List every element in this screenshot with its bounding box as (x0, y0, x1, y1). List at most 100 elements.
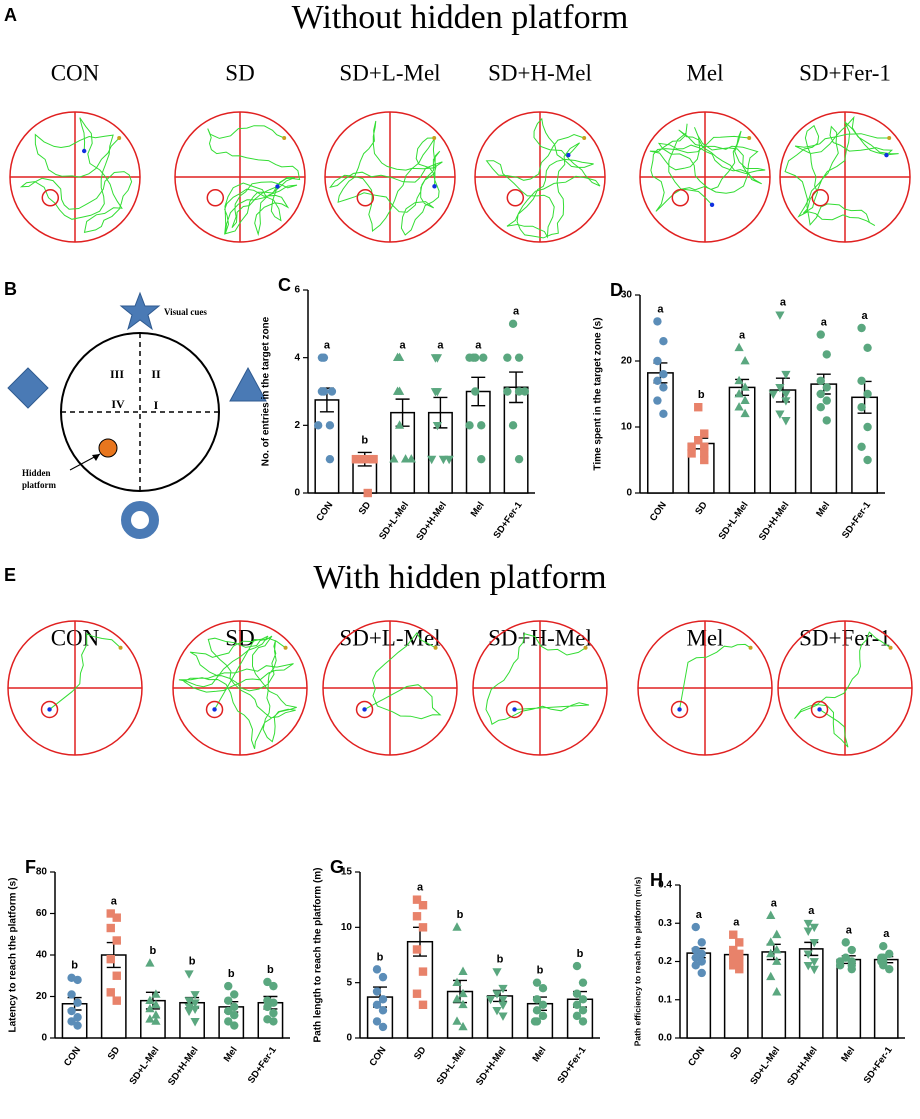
data-point (392, 352, 403, 362)
data-point (452, 922, 462, 931)
data-point (263, 1002, 272, 1012)
data-point (73, 998, 82, 1007)
y-tick-label: 2 (294, 420, 300, 431)
significance-letter: a (657, 303, 664, 315)
data-point (694, 436, 703, 445)
y-tick-label: 5 (346, 977, 352, 988)
significance-letter: a (733, 917, 740, 929)
data-point (532, 978, 542, 987)
data-point (508, 319, 518, 329)
x-tick-label: CON (648, 500, 669, 524)
data-point (224, 1017, 233, 1026)
significance-letter: a (862, 310, 869, 322)
data-point (514, 353, 524, 362)
data-point (687, 449, 696, 458)
significance-letter: b (228, 968, 235, 980)
y-axis-label: No. of entries in the target zone (261, 316, 272, 466)
ring-icon (121, 501, 159, 539)
data-point (465, 421, 474, 430)
data-point (822, 383, 831, 392)
data-point (73, 1021, 82, 1030)
data-point (691, 945, 700, 955)
data-point (766, 948, 776, 958)
bar (769, 389, 797, 494)
x-tick-label: Mel (222, 1045, 240, 1064)
cue-label: Visual cues (164, 307, 207, 317)
data-point (863, 389, 872, 399)
data-point (863, 455, 872, 465)
data-point (735, 949, 744, 959)
x-tick-label: SD+L-Mel (127, 1045, 161, 1087)
bar (314, 399, 340, 494)
data-point (740, 408, 750, 418)
data-point (700, 442, 709, 451)
y-axis-label: Latency to reach the platform (s) (8, 877, 19, 1032)
start-point (887, 136, 892, 140)
data-point (471, 387, 480, 396)
data-point (857, 442, 866, 451)
x-tick-label: SD+Fer-1 (862, 1044, 895, 1085)
data-point (691, 961, 700, 970)
panel-letter: D (610, 280, 623, 300)
y-tick-label: 20 (621, 356, 633, 367)
data-point (691, 953, 700, 962)
data-point (740, 395, 750, 404)
data-point (224, 981, 233, 991)
data-point (269, 981, 278, 991)
x-tick-label: Mel (530, 1045, 548, 1064)
data-point (775, 410, 785, 419)
swim-track (784, 115, 899, 227)
panel-letter: G (330, 857, 344, 877)
target-platform (506, 189, 525, 207)
significance-letter: a (324, 340, 331, 352)
significance-letter: a (808, 905, 815, 917)
start-point (888, 645, 893, 650)
data-point (691, 922, 700, 932)
data-point (230, 1010, 239, 1020)
significance-letter: a (821, 317, 828, 329)
data-point (772, 944, 782, 954)
data-point (378, 1022, 388, 1032)
data-point (847, 964, 856, 974)
swim-track (49, 633, 121, 710)
data-point (809, 923, 819, 933)
data-point (430, 388, 441, 397)
significance-letter: a (513, 306, 520, 318)
data-point (145, 1014, 155, 1023)
data-point (427, 455, 437, 465)
data-point (378, 995, 388, 1004)
data-point (106, 988, 115, 997)
pool (60, 332, 220, 492)
data-point (269, 998, 278, 1007)
swim-track (178, 635, 297, 749)
quadrant-label: I (154, 398, 159, 412)
start-point (432, 136, 437, 140)
data-point (734, 388, 744, 398)
data-point (734, 342, 744, 352)
x-tick-label: SD (357, 500, 374, 517)
error-bar (509, 371, 524, 404)
data-point (653, 317, 662, 326)
group-label: SD (225, 60, 254, 85)
data-point (735, 938, 744, 947)
x-tick-label: SD+L-Mel (748, 1045, 782, 1087)
y-tick-label: 80 (36, 867, 48, 878)
data-point (224, 996, 233, 1005)
data-point (735, 957, 744, 966)
y-axis-label: Path length to reach the platform (m) (313, 867, 324, 1042)
data-point (538, 1000, 548, 1009)
start-point (582, 136, 587, 140)
data-point (67, 1017, 76, 1026)
data-point (775, 384, 785, 393)
panel-letter: A (4, 5, 17, 25)
data-point (412, 945, 422, 954)
data-point (768, 390, 778, 400)
data-point (492, 1006, 502, 1016)
data-point (653, 376, 662, 385)
data-point (857, 376, 866, 385)
data-point (498, 984, 508, 994)
data-point (659, 409, 668, 418)
data-point (816, 389, 825, 399)
data-point (735, 964, 744, 974)
